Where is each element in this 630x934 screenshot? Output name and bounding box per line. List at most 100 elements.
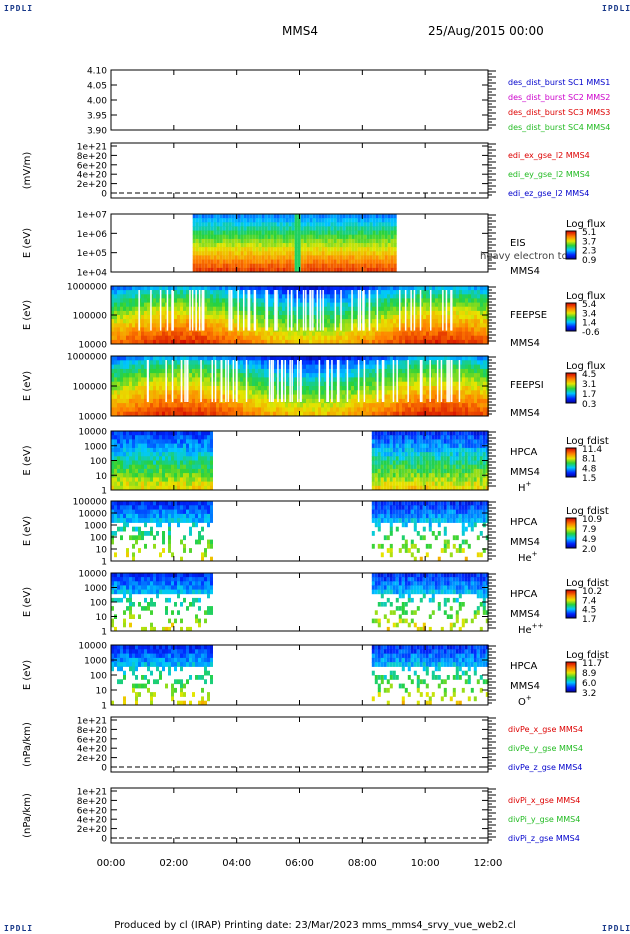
spectrogram-cell (270, 218, 274, 223)
spectrogram-cell (384, 364, 387, 370)
spectrogram-cell (348, 323, 351, 328)
spectrogram-cell (132, 407, 135, 413)
spectrogram-cell (270, 335, 273, 341)
spectrogram-cell (414, 381, 417, 387)
spectrogram-cell (135, 286, 138, 291)
spectrogram-cell (195, 386, 198, 391)
spectrogram-cell (267, 335, 270, 341)
spectrogram-cell (447, 302, 450, 308)
spectrogram-cell (288, 335, 291, 341)
spectrogram-cell (366, 302, 369, 308)
spectrogram-cell (303, 238, 307, 244)
spectrogram-cell (408, 368, 411, 374)
spectrogram-cell (327, 214, 331, 219)
spectrogram-cell (237, 234, 241, 240)
spectrogram-cell (267, 403, 270, 408)
spectrogram-cell (114, 477, 117, 483)
spectrogram-cell (444, 315, 447, 320)
spectrogram-cell (372, 251, 376, 256)
spectrogram-cell (162, 331, 165, 337)
spectrogram-cell (177, 381, 180, 387)
spectrogram-cell (246, 364, 249, 370)
spectrogram-cell (192, 259, 196, 265)
spectrogram-cell (210, 319, 213, 324)
spectrogram-cell (201, 259, 205, 265)
spectrogram-cell (384, 243, 388, 248)
data-gap-stripe (254, 290, 257, 331)
spectrogram-cell (408, 310, 411, 316)
spectrogram-cell (225, 327, 228, 332)
spectrogram-cell (459, 398, 462, 404)
spectrogram-cell (444, 398, 447, 404)
spectrogram-cell (261, 310, 264, 316)
spectrogram-cell (282, 315, 285, 320)
spectrogram-cell (342, 238, 346, 244)
spectrogram-cell (348, 373, 351, 378)
spectrogram-cell (387, 222, 391, 227)
spectrogram-cell (426, 373, 429, 378)
spectrogram-cell (276, 255, 280, 260)
spectrogram-cell (330, 319, 333, 324)
y-tick-label: 0 (101, 190, 107, 200)
spectrogram-cell (366, 306, 369, 312)
spectrogram-cell (384, 226, 388, 231)
spectrogram-cell (255, 331, 258, 337)
spectrogram-cell (420, 339, 423, 345)
spectrogram-cell (273, 259, 277, 265)
spectrogram-cell (312, 381, 315, 387)
spectrogram-cell (282, 218, 286, 223)
spectrogram-cell (471, 398, 474, 404)
spectrogram-cell (240, 368, 243, 374)
spectrogram-cell (357, 243, 361, 248)
spectrogram-cell (282, 290, 285, 295)
spectrogram-cell (351, 386, 354, 391)
spectrogram-cell (186, 331, 189, 337)
spectrogram-cell (423, 319, 426, 324)
spectrogram-cell (360, 377, 363, 383)
spectrogram-cell (426, 294, 429, 299)
spectrogram-cell (333, 218, 337, 223)
spectrogram-cell (471, 319, 474, 324)
spectrogram-cell (261, 230, 265, 236)
spectrogram-cell (144, 323, 147, 328)
spectrogram-cell (315, 267, 319, 273)
spectrogram-cell (351, 222, 355, 227)
spectrogram-cell (390, 339, 393, 345)
spectrogram-cell (360, 319, 363, 324)
spectrogram-cell (354, 286, 357, 291)
spectrogram-cell (252, 263, 256, 269)
spectrogram-cell (315, 243, 319, 248)
spectrogram-cell (390, 243, 394, 248)
spectrogram-cell (282, 214, 286, 219)
y-tick-label: 3.90 (87, 127, 107, 137)
spectrogram-cell (465, 403, 468, 408)
spectrogram-cell (468, 302, 471, 308)
spectrogram-cell (333, 368, 336, 374)
spectrogram-cell (204, 335, 207, 341)
spectrogram-cell (348, 294, 351, 299)
spectrogram-cell (393, 339, 396, 345)
spectrogram-cell (381, 302, 384, 308)
spectrogram-cell (240, 267, 244, 273)
spectrogram-cell (399, 403, 402, 408)
spectrogram-cell (369, 390, 372, 396)
spectrogram-cell (126, 398, 129, 404)
spectrogram-cell (366, 381, 369, 387)
spectrogram-cell (117, 381, 120, 387)
spectrogram-cell (279, 381, 282, 387)
spectrogram-cell (219, 298, 222, 303)
spectrogram-cell (393, 377, 396, 383)
spectrogram-cell (384, 315, 387, 320)
spectrogram-cell (210, 263, 214, 269)
spectrogram-cell (426, 339, 429, 345)
spectrogram-cell (198, 222, 202, 227)
spectrogram-cell (237, 263, 241, 269)
spectrogram-cell (342, 310, 345, 316)
spectrogram-cell (369, 290, 372, 295)
spectrogram-cell (309, 247, 313, 252)
spectrogram-cell (414, 323, 417, 328)
spectrogram-cell (135, 443, 138, 449)
spectrogram-cell (420, 403, 423, 408)
spectrogram-cell (330, 230, 334, 236)
spectrogram-cell (459, 306, 462, 312)
